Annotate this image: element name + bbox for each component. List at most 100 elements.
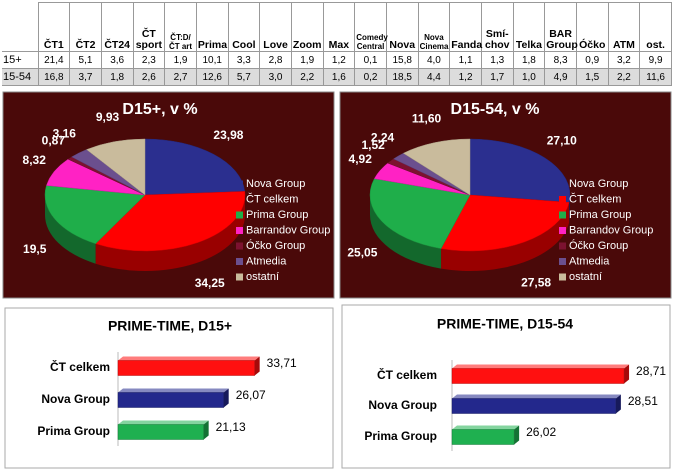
legend-swatch xyxy=(236,242,243,250)
legend-label: Prima Group xyxy=(246,209,308,221)
data-label: 8,32 xyxy=(23,153,47,167)
y-tick-label: Prima Group xyxy=(364,429,437,443)
legend-label: ostatní xyxy=(246,271,279,283)
table-row: 15-54 16,8 3,7 1,8 2,6 2,7 12,6 5,7 3,0 2,2 1,6 0,2… xyxy=(2,68,672,86)
table-cell: 18,5 xyxy=(385,68,419,86)
legend-label: Prima Group xyxy=(569,209,631,221)
bar xyxy=(451,398,617,414)
legend-label: Nova Group xyxy=(246,178,305,190)
column-header: Nova xyxy=(385,2,419,52)
table-cell: 1,2 xyxy=(449,68,482,86)
y-tick-label: ČT celkem xyxy=(50,359,110,374)
legend-swatch xyxy=(559,242,566,250)
slice xyxy=(95,191,246,252)
bar-top xyxy=(452,364,630,369)
table-cell: 0,2 xyxy=(354,68,387,86)
bar-top xyxy=(452,425,520,430)
table-cell: 12,6 xyxy=(195,68,229,86)
column-header: ČT sport xyxy=(132,2,166,52)
chart-title: PRIME-TIME, D15+ xyxy=(108,318,232,334)
data-label: 0,87 xyxy=(42,134,66,148)
bar-end xyxy=(254,356,260,376)
legend-label: Óčko Group xyxy=(569,239,628,252)
data-label: 4,92 xyxy=(349,152,373,166)
data-label: 33,71 xyxy=(267,356,297,370)
column-header: Max xyxy=(322,2,356,52)
legend-swatch xyxy=(559,273,566,281)
table-cell: 5,7 xyxy=(227,68,261,86)
data-label: 26,02 xyxy=(526,425,556,439)
data-label: 28,51 xyxy=(628,394,658,408)
column-header: Cool xyxy=(227,2,261,52)
table-cell: 1,8 xyxy=(100,68,134,86)
legend-swatch xyxy=(236,196,243,203)
y-tick-label: Prima Group xyxy=(37,424,110,438)
data-label: 23,98 xyxy=(213,128,243,142)
table-cell: 2,2 xyxy=(290,68,324,86)
legend-swatch xyxy=(559,180,566,188)
data-label: 3,16 xyxy=(53,126,77,140)
legend-swatch xyxy=(559,258,566,265)
chart-title: PRIME-TIME, D15-54 xyxy=(437,316,573,332)
legend-label: Atmedia xyxy=(246,255,287,267)
bar-top xyxy=(452,394,621,399)
bar xyxy=(451,368,625,384)
slice-side xyxy=(45,195,96,264)
data-label: 34,25 xyxy=(195,276,225,290)
header-row: ČT1 ČT2 ČT24 ČT sport ČT:D/ ČT art Prima Cool L… xyxy=(2,2,672,52)
column-header: Nova Cinema xyxy=(417,2,451,52)
legend-label: ostatní xyxy=(569,271,602,283)
data-label: 26,07 xyxy=(236,388,266,402)
data-label: 25,05 xyxy=(347,245,377,259)
column-header: ost. xyxy=(639,2,672,52)
bar xyxy=(117,360,255,376)
column-header: Love xyxy=(259,2,292,52)
legend-swatch xyxy=(236,273,243,281)
slice-side xyxy=(95,195,246,271)
y-tick-label: Nova Group xyxy=(41,392,110,406)
legend-swatch xyxy=(236,180,243,188)
table-cell: 4,9 xyxy=(544,68,577,86)
data-label: 11,60 xyxy=(412,111,442,125)
legend-label: ČT celkem xyxy=(246,192,298,205)
slice xyxy=(86,138,146,196)
bar xyxy=(451,429,515,445)
column-header: ČT1 xyxy=(37,2,71,52)
slice xyxy=(44,185,146,244)
chart-title: D15-54, v % xyxy=(451,101,540,118)
table-cell: 2,7 xyxy=(164,68,197,86)
bar-top xyxy=(118,356,260,361)
data-label: 9,93 xyxy=(96,110,120,124)
share-table: ČT1 ČT2 ČT24 ČT sport ČT:D/ ČT art Prima Cool L… xyxy=(2,2,672,86)
table-cell: 3,0 xyxy=(259,68,292,86)
bar xyxy=(117,424,204,440)
table-cell: 2,2 xyxy=(607,68,641,86)
bar-panel xyxy=(4,307,334,469)
table-cell: 2,6 xyxy=(132,68,166,86)
slice-side xyxy=(441,202,570,272)
bar-end xyxy=(223,388,229,408)
bar-end xyxy=(624,364,630,384)
legend-swatch xyxy=(559,211,566,219)
column-header: ČT:D/ ČT art xyxy=(164,2,197,52)
bar xyxy=(117,392,224,408)
slice xyxy=(402,138,471,196)
legend-swatch xyxy=(559,227,566,234)
legend-label: Atmedia xyxy=(569,255,610,267)
legend-label: Barrandov Group xyxy=(569,224,653,236)
column-header: Smí-chov xyxy=(480,2,514,52)
legend-label: Barrandov Group xyxy=(246,224,330,236)
column-header: Fanda xyxy=(449,2,482,52)
slice-side xyxy=(369,195,442,269)
bar-top xyxy=(118,420,209,425)
data-label: 21,13 xyxy=(216,420,246,434)
table-cell: 4,4 xyxy=(417,68,451,86)
data-label: 1,52 xyxy=(361,138,385,152)
legend-label: ČT celkem xyxy=(569,192,621,205)
legend-label: Óčko Group xyxy=(246,239,305,252)
table-cell: 1,5 xyxy=(575,68,609,86)
bar-end xyxy=(514,425,520,445)
y-tick-label: Nova Group xyxy=(368,398,437,412)
